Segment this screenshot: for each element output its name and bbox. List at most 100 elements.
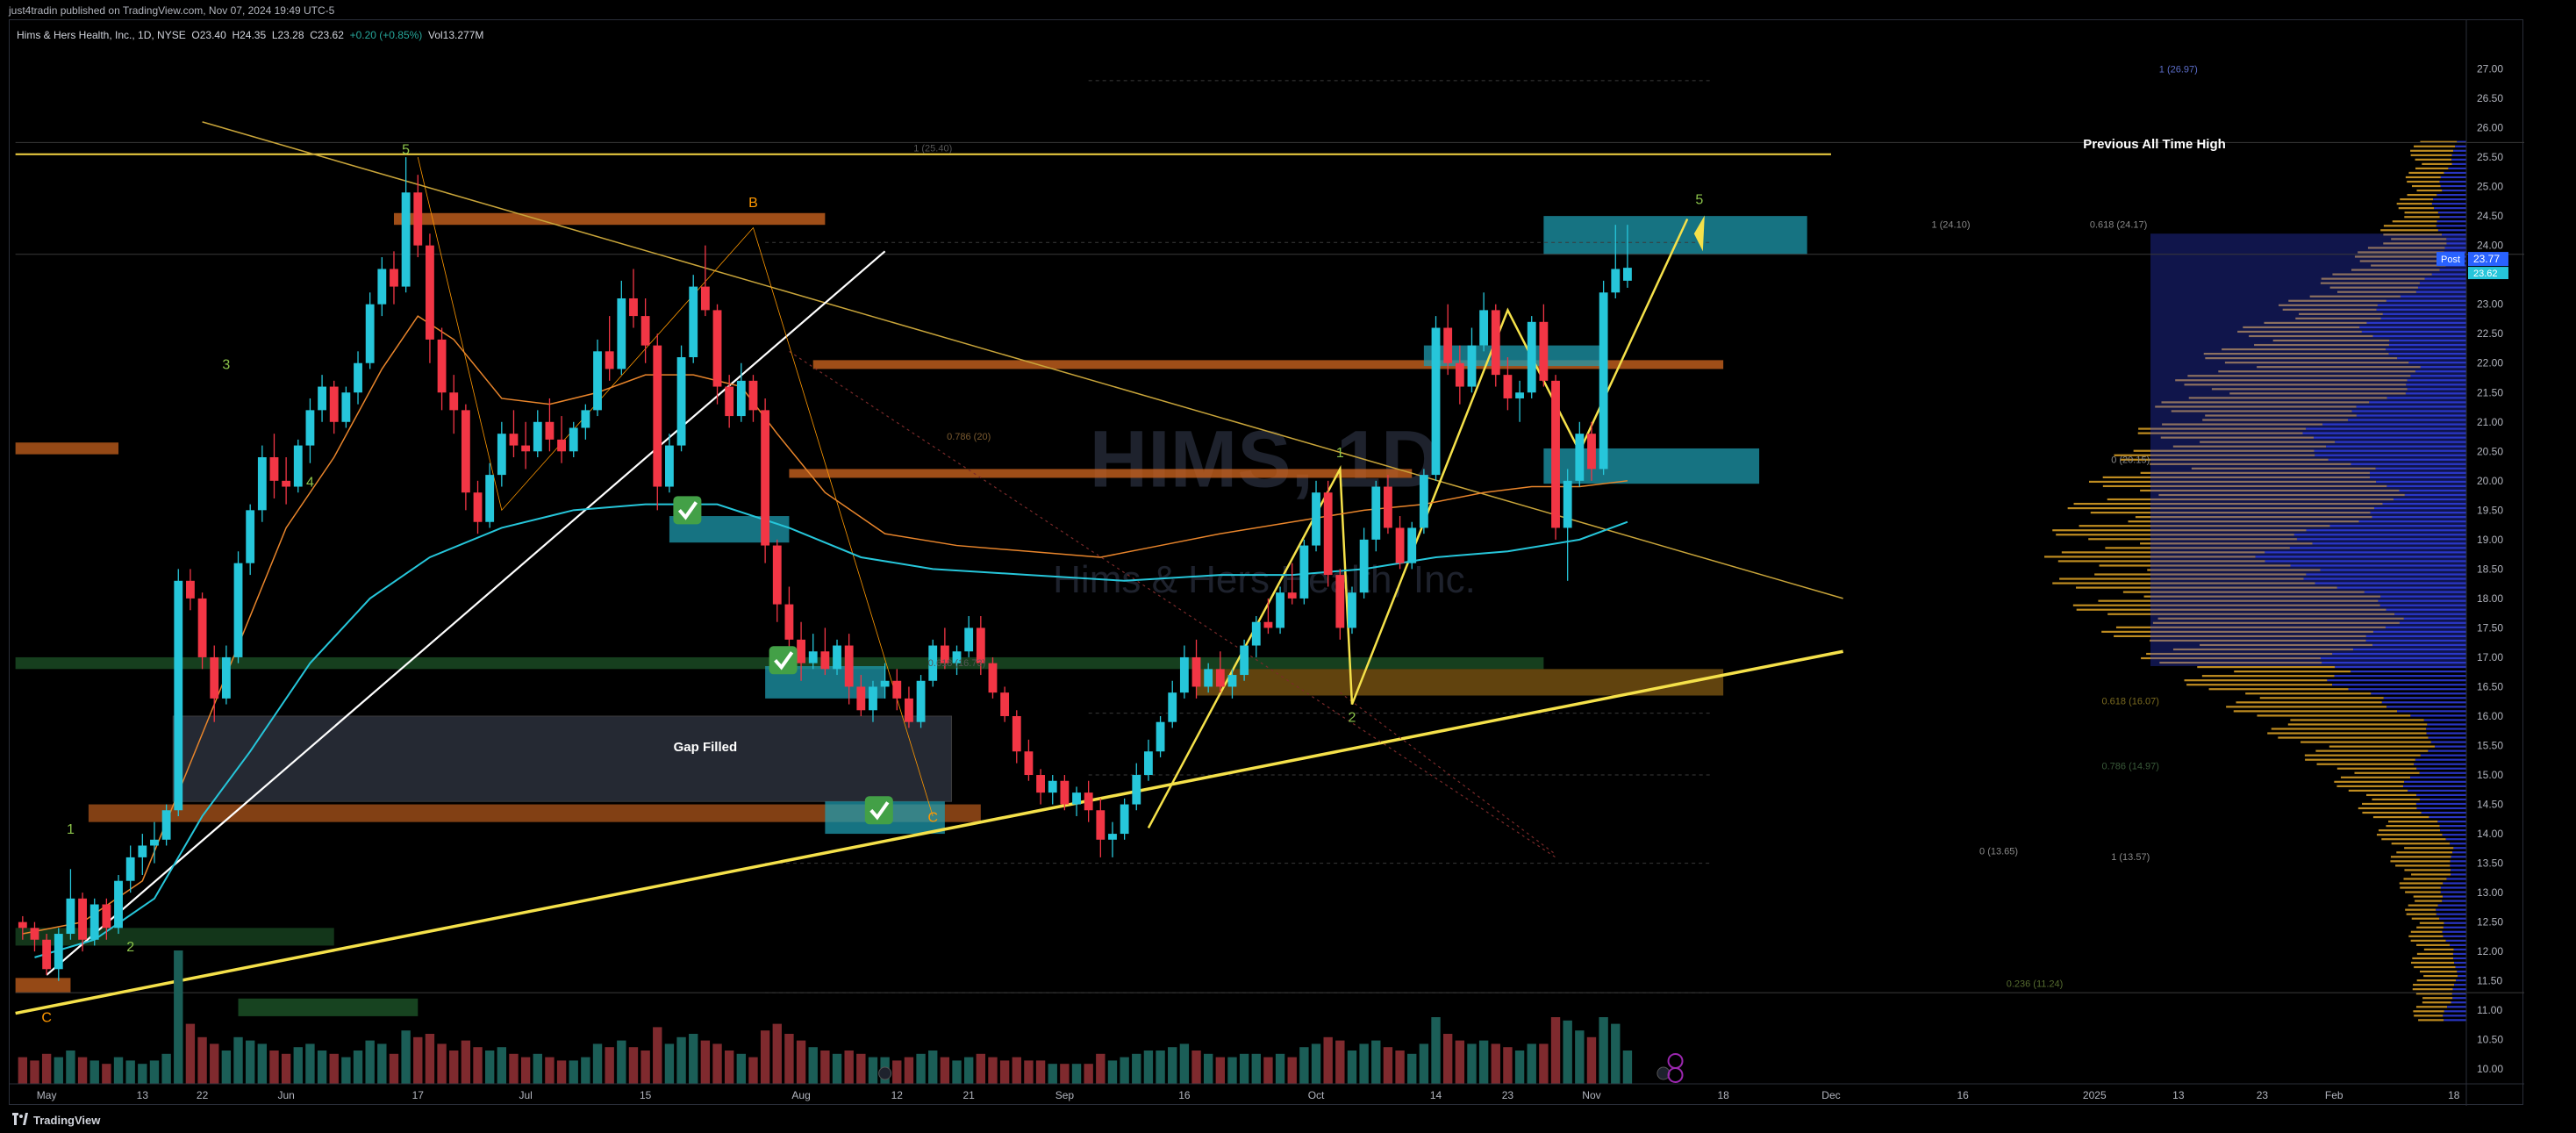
- volume-profile-row: [2439, 917, 2466, 920]
- volume-profile-row: [2372, 815, 2429, 819]
- volume-profile-row: [2105, 547, 2290, 549]
- annotation-label: 0 (13.65): [1979, 847, 2018, 857]
- volume-profile-row: [2336, 586, 2466, 589]
- volume-profile-row: [2186, 684, 2333, 686]
- candle-body: [1407, 527, 1417, 563]
- candle-body: [905, 698, 913, 722]
- volume-bar: [425, 1034, 435, 1084]
- candle-body: [197, 598, 207, 657]
- volume-profile-row: [2404, 847, 2454, 850]
- candle-body: [1479, 310, 1489, 346]
- x-tick-label: 15: [640, 1089, 652, 1101]
- volume-profile-row: [2059, 577, 2304, 580]
- volume-profile-row: [2403, 785, 2466, 787]
- volume-profile-row: [2354, 771, 2420, 774]
- volume-profile-row: [2396, 851, 2453, 854]
- y-tick-label: 14.00: [2477, 828, 2503, 840]
- volume-profile-row: [2370, 512, 2466, 514]
- volume-profile-row: [2458, 974, 2466, 978]
- volume-profile-row: [2155, 405, 2357, 408]
- volume-profile-row: [2171, 410, 2352, 412]
- candle-body: [509, 434, 519, 446]
- chart-frame[interactable]: HIMS, 1D Hims & Hers Health, Inc. Previous…: [9, 19, 2524, 1106]
- volume-profile-row: [2351, 269, 2440, 271]
- volume-profile-row: [2243, 326, 2360, 329]
- candle-body: [1215, 669, 1225, 687]
- volume-profile-row: [2203, 353, 2389, 355]
- legend-symbol: Hims & Hers Health, Inc., 1D, NYSE: [17, 29, 186, 41]
- volume-profile-row: [2146, 652, 2333, 656]
- candle-body: [1012, 715, 1021, 752]
- candle-body: [736, 380, 746, 417]
- volume-profile-row: [2419, 798, 2466, 801]
- volume-bar: [1299, 1047, 1309, 1084]
- volume-profile-row: [2147, 569, 2321, 571]
- volume-profile-row: [2383, 225, 2436, 227]
- volume-bar: [1371, 1040, 1381, 1084]
- volume-profile-row: [2410, 930, 2443, 933]
- volume-profile-row: [2400, 886, 2441, 889]
- x-tick-label: Oct: [1308, 1089, 1325, 1101]
- volume-profile-row: [2414, 763, 2466, 765]
- volume-profile-row: [2264, 321, 2367, 325]
- volume-profile-row: [2457, 140, 2466, 143]
- candle-body: [161, 810, 171, 840]
- volume-bar: [856, 1053, 866, 1084]
- y-tick-label: 27.00: [2477, 63, 2503, 75]
- volume-bar: [664, 1043, 675, 1084]
- y-tick-label: 15.50: [2477, 740, 2503, 752]
- volume-profile-row: [2306, 573, 2466, 576]
- candle-body: [1348, 592, 1356, 628]
- candlestick-chart[interactable]: HIMS, 1D Hims & Hers Health, Inc. Previous…: [10, 20, 2524, 1106]
- checkmark-icon: [673, 496, 702, 525]
- y-tick-label: 25.00: [2477, 181, 2503, 193]
- volume-profile-row: [2376, 834, 2443, 836]
- volume-profile-row: [2222, 348, 2386, 351]
- volume-profile-row: [2437, 212, 2466, 214]
- symbol-legend: Hims & Hers Health, Inc., 1D, NYSE O23.4…: [17, 29, 483, 41]
- volume-profile-row: [2161, 401, 2370, 404]
- candle-body: [808, 651, 818, 663]
- volume-profile-row: [2322, 423, 2466, 426]
- volume-bar: [676, 1036, 686, 1084]
- x-tick-label: 13: [2172, 1089, 2185, 1101]
- volume-bar: [161, 1053, 171, 1084]
- candle-body: [1551, 380, 1560, 528]
- volume-profile-row: [2205, 414, 2357, 417]
- volume-profile-row: [2296, 538, 2466, 541]
- volume-profile-row: [2302, 432, 2466, 434]
- volume-profile-row: [2450, 843, 2466, 845]
- volume-profile-row: [2451, 869, 2466, 871]
- volume-bar: [89, 1060, 99, 1084]
- y-tick-label: 22.50: [2477, 327, 2503, 340]
- volume-profile-row: [2444, 1019, 2466, 1022]
- volume-profile-row: [2102, 484, 2387, 488]
- candle-body: [1491, 310, 1500, 376]
- volume-profile-row: [2321, 277, 2425, 280]
- candle-body: [533, 421, 542, 452]
- candle-body: [833, 645, 841, 670]
- volume-profile-row: [2211, 388, 2408, 391]
- wave-label: C: [927, 811, 938, 826]
- candle-body: [473, 492, 483, 522]
- volume-profile-row: [2386, 825, 2440, 828]
- volume-bar: [1203, 1053, 1213, 1084]
- candle-body: [1467, 345, 1477, 387]
- volume-profile-row: [2399, 621, 2466, 624]
- annotation-label: 1 (25.40): [913, 143, 952, 154]
- volume-bar: [1335, 1040, 1345, 1084]
- volume-profile-row: [2451, 1001, 2466, 1004]
- volume-profile-row: [2316, 763, 2415, 765]
- volume-profile-row: [2322, 661, 2466, 664]
- volume-bar: [700, 1040, 711, 1084]
- volume-profile-row: [2451, 162, 2466, 165]
- volume-profile-row: [2418, 1019, 2444, 1022]
- candle-body: [426, 245, 434, 340]
- volume-profile-row: [2383, 242, 2447, 245]
- volume-profile-row: [2397, 357, 2466, 360]
- candle-body: [1503, 375, 1513, 398]
- volume-profile-row: [2293, 534, 2466, 536]
- volume-profile-row: [2404, 216, 2440, 219]
- volume-profile-row: [2332, 273, 2432, 276]
- volume-profile-row: [2421, 811, 2466, 814]
